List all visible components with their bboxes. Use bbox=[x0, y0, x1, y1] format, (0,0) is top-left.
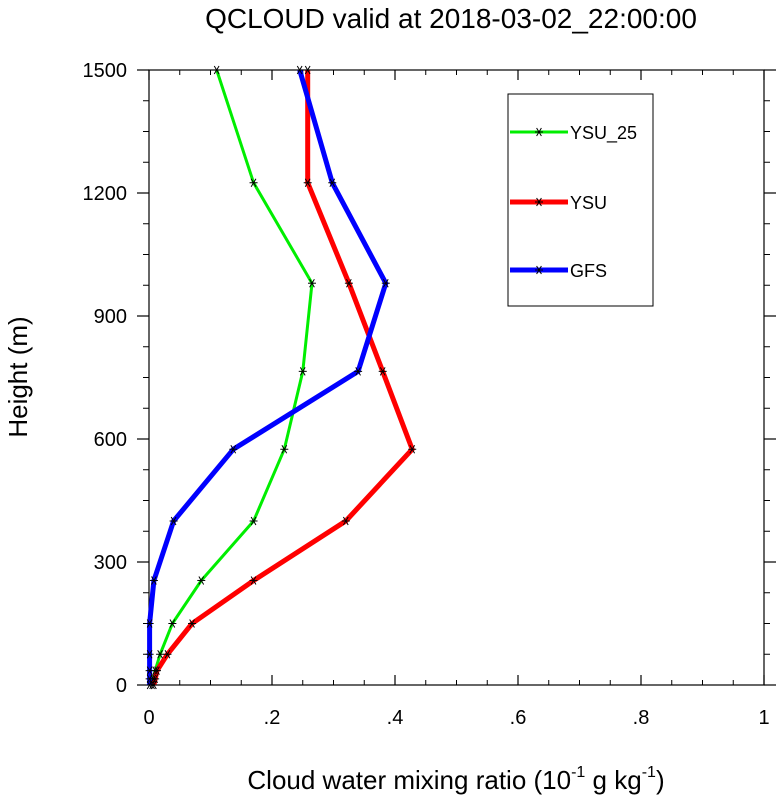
data-point-ysu-25 bbox=[156, 649, 165, 659]
data-point-ysu bbox=[163, 649, 172, 659]
data-point-gfs bbox=[149, 576, 158, 585]
x-tick-label: .4 bbox=[387, 707, 404, 729]
data-point-ysu bbox=[249, 576, 258, 585]
legend-label-gfs: GFS bbox=[570, 261, 607, 281]
plot-area bbox=[148, 69, 765, 686]
x-axis-label-end: ) bbox=[656, 765, 665, 795]
legend-label-ysu: YSU bbox=[570, 193, 607, 213]
x-axis-label-middle: g kg bbox=[585, 765, 641, 795]
data-point-ysu bbox=[344, 278, 353, 288]
x-axis-label-exponent-2: -1 bbox=[642, 764, 656, 781]
y-tick-label: 0 bbox=[116, 675, 127, 697]
series-markers bbox=[145, 65, 417, 690]
series-line-gfs bbox=[147, 69, 389, 685]
data-point-gfs bbox=[354, 367, 363, 376]
data-point-ysu bbox=[303, 65, 312, 75]
data-point-ysu-25 bbox=[249, 178, 258, 188]
x-tick-label: .2 bbox=[264, 707, 281, 729]
data-point-ysu bbox=[188, 619, 197, 628]
x-tick-label: 0 bbox=[143, 707, 154, 729]
data-point-ysu-25 bbox=[168, 619, 177, 628]
y-tick-label: 300 bbox=[94, 552, 127, 574]
series-lines bbox=[147, 69, 415, 686]
data-point-gfs bbox=[145, 666, 154, 675]
data-point-ysu bbox=[303, 178, 312, 188]
legend-marker bbox=[535, 197, 543, 207]
x-tick-label: .8 bbox=[633, 707, 650, 729]
data-point-gfs bbox=[145, 674, 154, 684]
data-point-ysu bbox=[408, 444, 417, 454]
x-axis-label: Cloud water mixing ratio (10-1 g kg-1) bbox=[247, 764, 664, 795]
data-point-gfs bbox=[145, 649, 154, 659]
x-axis-label-main: Cloud water mixing ratio (10 bbox=[247, 765, 571, 795]
data-point-gfs bbox=[169, 516, 178, 526]
data-point-ysu bbox=[152, 666, 161, 675]
data-point-gfs bbox=[328, 178, 337, 188]
data-point-ysu-25 bbox=[280, 444, 289, 454]
legend: YSU_25 YSU GFS bbox=[507, 93, 654, 307]
data-point-ysu-25 bbox=[249, 516, 258, 526]
legend-label-ysu-25: YSU_25 bbox=[570, 123, 637, 144]
legend-marker bbox=[535, 127, 543, 137]
y-tick-label: 1500 bbox=[83, 60, 128, 82]
legend-marker bbox=[535, 265, 543, 275]
data-point-gfs bbox=[229, 444, 238, 454]
data-point-ysu-25 bbox=[197, 576, 206, 585]
y-axis-label: Height (m) bbox=[3, 316, 33, 437]
data-point-gfs bbox=[295, 65, 304, 75]
data-point-ysu-25 bbox=[298, 367, 307, 376]
y-tick-label: 600 bbox=[94, 429, 127, 451]
plot-frame bbox=[148, 69, 765, 686]
data-point-gfs bbox=[381, 278, 390, 288]
data-point-ysu-25 bbox=[212, 65, 221, 75]
y-tick-labels: 0 300 600 900 1200 1500 bbox=[83, 60, 128, 697]
chart-title: QCLOUD valid at 2018-03-02_22:00:00 bbox=[205, 3, 697, 34]
data-point-gfs bbox=[145, 619, 154, 628]
x-tick-label: 1 bbox=[758, 707, 769, 729]
x-tick-labels: 0 .2 .4 .6 .8 1 bbox=[143, 707, 769, 729]
data-point-ysu bbox=[378, 367, 387, 376]
y-tick-label: 1200 bbox=[83, 183, 128, 205]
x-axis-label-exponent-1: -1 bbox=[571, 764, 585, 781]
y-tick-label: 900 bbox=[94, 306, 127, 328]
data-point-ysu bbox=[341, 516, 350, 526]
x-tick-label: .6 bbox=[510, 707, 527, 729]
data-point-ysu-25 bbox=[307, 278, 316, 288]
